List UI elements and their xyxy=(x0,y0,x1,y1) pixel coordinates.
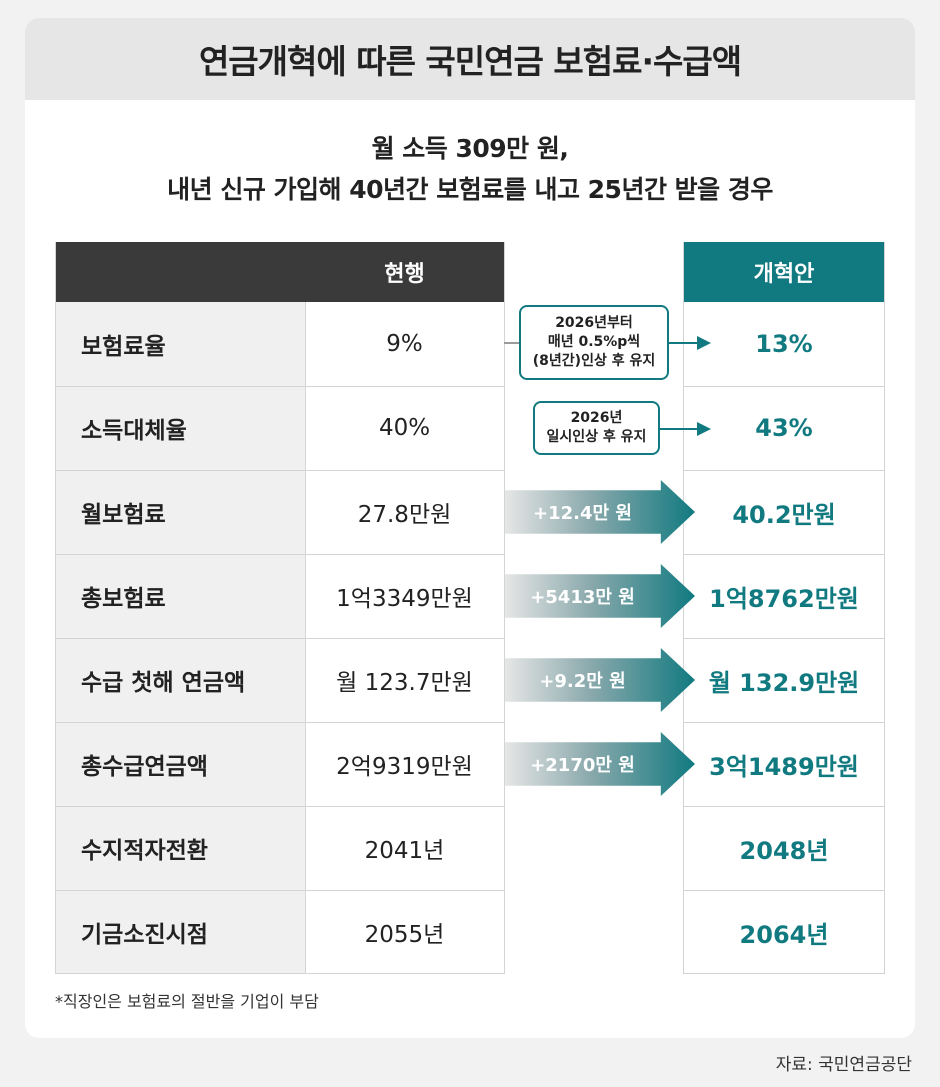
increase-arrow-icon xyxy=(505,648,695,712)
header-blank xyxy=(55,242,305,302)
row-label-total-premium: 총보험료 xyxy=(55,554,305,638)
row-divider xyxy=(683,386,885,387)
row-label-premium-rate: 보험료율 xyxy=(55,302,305,386)
subtitle-line-1: 월 소득 309만 원, xyxy=(371,134,569,163)
row-label-deficit-year: 수지적자전환 xyxy=(55,806,305,890)
row-current-deficit-year: 2041년 xyxy=(364,838,445,864)
note-line: 매년 0.5%p씩 xyxy=(547,334,641,350)
row-reform-deficit-year: 2048년 xyxy=(739,836,829,865)
increase-arrow-icon xyxy=(505,480,695,544)
note-line: 일시인상 후 유지 xyxy=(546,429,647,445)
row-divider xyxy=(683,806,885,807)
row-divider xyxy=(55,722,505,723)
row-current-total-premium: 1억3349만원 xyxy=(336,586,473,612)
subtitle: 월 소득 309만 원, 내년 신규 가입해 40년간 보험료를 내고 25년간… xyxy=(25,128,915,210)
row-divider xyxy=(683,890,885,891)
row-reform-first-year-pension: 월 132.9만원 xyxy=(708,668,860,697)
row-current-depletion-year: 2055년 xyxy=(364,922,445,948)
arrow-line xyxy=(669,342,699,344)
row-current-monthly-premium: 27.8만원 xyxy=(357,502,452,528)
premium-rate-note-box: 2026년부터 매년 0.5%p씩 (8년간)인상 후 유지 xyxy=(519,305,669,380)
increase-arrow-icon xyxy=(505,732,695,796)
replacement-rate-note-box: 2026년 일시인상 후 유지 xyxy=(533,401,660,455)
row-label-depletion-year: 기금소진시점 xyxy=(55,890,305,974)
row-reform-depletion-year: 2064년 xyxy=(739,920,829,949)
row-current-total-pension: 2억9319만원 xyxy=(336,754,473,780)
increase-arrow-icon xyxy=(505,564,695,628)
footnote: *직장인은 보험료의 절반을 기업이 부담 xyxy=(55,992,319,1011)
row-divider xyxy=(55,386,505,387)
row-reform-total-pension: 3억1489만원 xyxy=(709,752,859,781)
arrow-line xyxy=(660,428,699,430)
row-reform-monthly-premium: 40.2만원 xyxy=(732,500,836,529)
row-current-first-year-pension: 월 123.7만원 xyxy=(336,670,473,696)
note-line: (8년간)인상 후 유지 xyxy=(532,353,656,369)
infographic-card: 연금개혁에 따른 국민연금 보험료·수급액 월 소득 309만 원, 내년 신규… xyxy=(25,18,915,1038)
row-current-premium-rate: 9% xyxy=(386,331,423,357)
header-reform: 개혁안 xyxy=(683,242,885,302)
row-divider xyxy=(683,470,885,471)
page-title: 연금개혁에 따른 국민연금 보험료·수급액 xyxy=(25,18,915,100)
increase-label-first-year-pension: +9.2만 원 xyxy=(539,671,626,692)
increase-label-total-pension: +2170만 원 xyxy=(530,755,635,776)
table-bottom-border xyxy=(55,973,505,974)
row-divider xyxy=(683,722,885,723)
source-credit: 자료: 국민연금공단 xyxy=(775,1055,912,1075)
note-connector xyxy=(504,342,520,344)
table-right-border xyxy=(504,242,505,974)
reform-right-border xyxy=(884,242,885,974)
row-divider xyxy=(55,890,505,891)
note-line: 2026년 xyxy=(570,410,623,426)
row-reform-premium-rate: 13% xyxy=(755,330,813,358)
row-divider xyxy=(683,554,885,555)
row-label-replacement-rate: 소득대체율 xyxy=(55,386,305,470)
subtitle-line-2: 내년 신규 가입해 40년간 보험료를 내고 25년간 받을 경우 xyxy=(167,175,773,204)
header-current: 현행 xyxy=(305,242,504,302)
increase-label-monthly-premium: +12.4만 원 xyxy=(533,503,632,524)
row-divider xyxy=(55,806,505,807)
row-divider xyxy=(683,638,885,639)
table-left-border xyxy=(55,242,56,974)
row-current-replacement-rate: 40% xyxy=(378,415,431,441)
row-divider xyxy=(55,638,505,639)
increase-label-total-premium: +5413만 원 xyxy=(530,587,635,608)
note-line: 2026년부터 xyxy=(555,315,633,331)
row-label-monthly-premium: 월보험료 xyxy=(55,470,305,554)
row-label-first-year-pension: 수급 첫해 연금액 xyxy=(55,638,305,722)
reform-bottom-border xyxy=(683,973,885,974)
arrow-right-icon xyxy=(697,336,711,350)
row-label-total-pension: 총수급연금액 xyxy=(55,722,305,806)
row-reform-replacement-rate: 43% xyxy=(755,414,813,442)
row-divider xyxy=(55,554,505,555)
reform-left-border xyxy=(683,242,684,974)
row-reform-total-premium: 1억8762만원 xyxy=(709,584,859,613)
arrow-right-icon xyxy=(697,422,711,436)
row-divider xyxy=(55,470,505,471)
